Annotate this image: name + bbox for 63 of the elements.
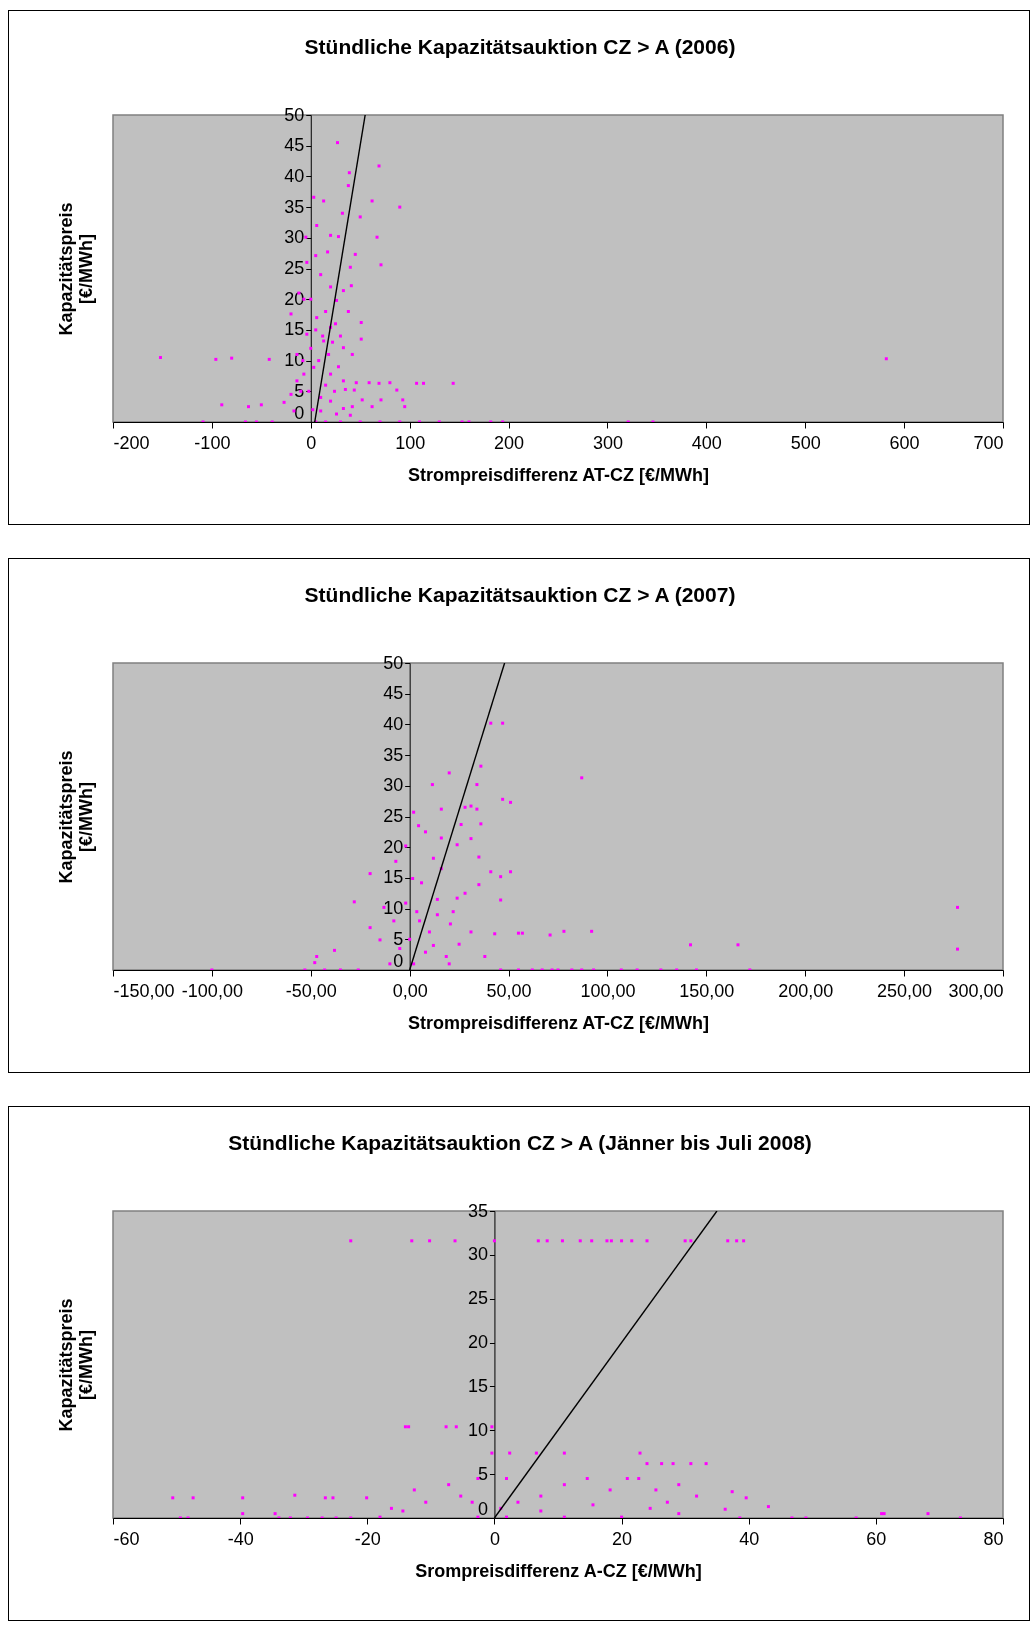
- y-tick-label: 20: [467, 1332, 488, 1353]
- y-tick-label: 5: [477, 1463, 488, 1484]
- x-tick-label: 600: [889, 432, 920, 453]
- y-tick-label: 25: [284, 258, 305, 278]
- y-tick-label: 25: [383, 806, 404, 826]
- x-tick-label: -200: [113, 432, 150, 453]
- chart-title: Stündliche Kapazitätsauktion CZ > A (2007): [304, 583, 736, 606]
- y-tick-label: 35: [383, 744, 404, 765]
- x-tick-label: 150,00: [679, 980, 735, 1001]
- x-tick-label: -50,00: [285, 980, 337, 1001]
- y-tick-label: 0: [294, 402, 305, 423]
- x-tick-label: 50,00: [486, 980, 532, 1001]
- y-axis-title: Kapazitätspreis [€/MWh]: [55, 1298, 96, 1432]
- y-tick-label: 35: [467, 1200, 488, 1221]
- y-axis-title: Kapazitätspreis [€/MWh]: [55, 202, 96, 336]
- y-tick-label: 45: [284, 135, 305, 156]
- x-tick-label: -60: [113, 1528, 140, 1549]
- y-tick-label: 0: [393, 950, 404, 971]
- x-axis-title: Strompreisdifferenz AT-CZ [€/MWh]: [408, 464, 709, 485]
- y-tick-label: 50: [383, 652, 404, 673]
- y-tick-label: 30: [467, 1244, 488, 1265]
- y-tick-label: 40: [383, 713, 404, 734]
- y-tick-label: 45: [383, 683, 404, 704]
- x-tick-label: 100: [395, 432, 426, 453]
- x-tick-label: 60: [866, 1528, 887, 1549]
- chart-title: Stündliche Kapazitätsauktion CZ > A (2006): [304, 35, 736, 58]
- chart-title: Stündliche Kapazitätsauktion CZ > A (Jänner bis Juli 2008): [228, 1131, 812, 1154]
- y-tick-label: 35: [284, 196, 305, 217]
- y-axis-title: Kapazitätspreis [€/MWh]: [55, 750, 96, 884]
- y-tick-label: 5: [393, 928, 404, 949]
- x-tick-label: 20: [612, 1528, 633, 1549]
- y-tick-label: 30: [284, 227, 305, 248]
- x-tick-label: 40: [739, 1528, 760, 1549]
- y-tick-label: 20: [383, 836, 404, 857]
- y-tick-label: 50: [284, 104, 305, 125]
- x-tick-label: 250,00: [877, 980, 933, 1001]
- x-tick-label: 100,00: [580, 980, 636, 1001]
- x-tick-label: -100,00: [181, 980, 243, 1001]
- x-tick-label: -150,00: [113, 980, 175, 1001]
- y-tick-label: 20: [284, 288, 305, 309]
- x-tick-label: 200,00: [778, 980, 834, 1001]
- x-tick-label: -20: [354, 1528, 381, 1549]
- x-axis-title: Srompreisdifferenz A-CZ [€/MWh]: [415, 1560, 702, 1581]
- x-tick-label: 300: [592, 432, 623, 453]
- y-tick-label: 10: [383, 898, 404, 919]
- y-tick-label: 25: [467, 1288, 488, 1309]
- y-tick-label: 10: [467, 1419, 488, 1440]
- x-axis-title: Strompreisdifferenz AT-CZ [€/MWh]: [408, 1012, 709, 1033]
- y-tick-label: 30: [383, 775, 404, 796]
- y-tick-label: 40: [284, 165, 305, 186]
- y-tick-label: 0: [477, 1498, 488, 1519]
- y-tick-label: 15: [284, 319, 305, 340]
- x-tick-label: 500: [790, 432, 821, 453]
- x-tick-label: -40: [227, 1528, 254, 1549]
- x-tick-label: 700: [973, 432, 1004, 453]
- y-tick-label: 15: [467, 1375, 488, 1396]
- x-tick-label: 300,00: [948, 980, 1004, 1001]
- x-tick-label: 200: [494, 432, 525, 453]
- x-tick-label: 80: [983, 1528, 1004, 1549]
- x-tick-label: 0,00: [392, 980, 428, 1001]
- y-tick-label: 15: [383, 867, 404, 888]
- x-tick-label: -100: [194, 432, 231, 453]
- x-tick-label: 400: [691, 432, 722, 453]
